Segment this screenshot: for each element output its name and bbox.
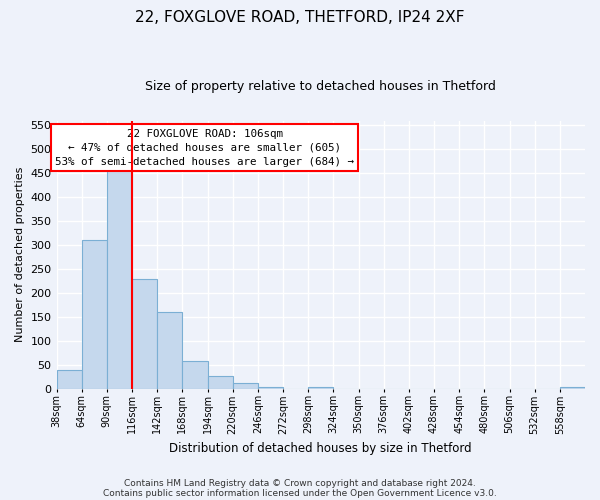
Bar xyxy=(107,170,132,388)
Y-axis label: Number of detached properties: Number of detached properties xyxy=(15,167,25,342)
Bar xyxy=(208,376,233,388)
Bar xyxy=(82,240,107,388)
Title: Size of property relative to detached houses in Thetford: Size of property relative to detached ho… xyxy=(145,80,496,93)
X-axis label: Distribution of detached houses by size in Thetford: Distribution of detached houses by size … xyxy=(169,442,472,455)
Text: 22, FOXGLOVE ROAD, THETFORD, IP24 2XF: 22, FOXGLOVE ROAD, THETFORD, IP24 2XF xyxy=(135,10,465,25)
Bar xyxy=(157,312,182,388)
Text: 22 FOXGLOVE ROAD: 106sqm
← 47% of detached houses are smaller (605)
53% of semi-: 22 FOXGLOVE ROAD: 106sqm ← 47% of detach… xyxy=(55,128,354,166)
Bar xyxy=(308,387,334,388)
Text: Contains public sector information licensed under the Open Government Licence v3: Contains public sector information licen… xyxy=(103,488,497,498)
Bar xyxy=(56,370,82,388)
Text: Contains HM Land Registry data © Crown copyright and database right 2024.: Contains HM Land Registry data © Crown c… xyxy=(124,478,476,488)
Bar xyxy=(233,383,258,388)
Bar xyxy=(560,387,585,388)
Bar xyxy=(132,280,157,388)
Bar xyxy=(182,362,208,388)
Bar xyxy=(258,387,283,388)
